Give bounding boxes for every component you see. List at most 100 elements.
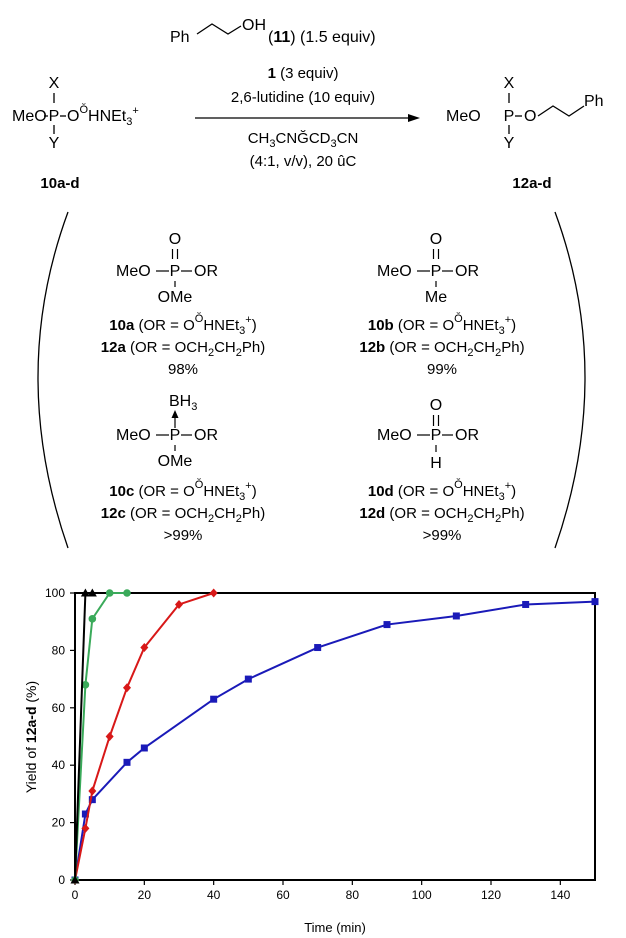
data-point xyxy=(105,589,114,597)
data-point xyxy=(123,589,131,597)
compound-a: O MeO P OR OMe 10a (OR = OŎHNEt3+) 12a (… xyxy=(101,231,265,378)
right-parenthesis xyxy=(554,211,586,549)
y-tick-label: 40 xyxy=(52,758,66,772)
data-point xyxy=(209,588,218,598)
compound-b-top: O xyxy=(430,231,442,248)
compound-a-bottom: OMe xyxy=(158,289,193,306)
product-ph: Ph xyxy=(584,93,604,110)
data-point xyxy=(70,875,80,884)
alcohol-oh: OH xyxy=(242,17,266,34)
compound-c-yield: >99% xyxy=(164,527,203,544)
data-point xyxy=(88,615,97,623)
x-tick-label: 20 xyxy=(138,888,152,902)
compound-d-meo: MeO xyxy=(377,427,412,444)
y-tick-label: 80 xyxy=(52,643,66,657)
series-line xyxy=(74,600,596,881)
compound-d: O MeO P OR H 10d (OR = OŎHNEt3+) 12d (OR… xyxy=(359,397,524,544)
compound-b-meo: MeO xyxy=(377,263,412,280)
compound-c-top: BH3 xyxy=(169,393,197,413)
reactant-meo: MeO xyxy=(12,108,47,125)
alcohol-ph: Ph xyxy=(170,29,190,46)
compound-d-yield: >99% xyxy=(423,527,462,544)
x-tick-label: 140 xyxy=(550,888,570,902)
y-tick-label: 0 xyxy=(58,873,65,887)
data-point xyxy=(81,823,90,833)
data-point xyxy=(105,732,114,741)
series-circle xyxy=(71,589,131,884)
compound-c-p: P xyxy=(170,427,181,444)
reactant-p: P xyxy=(49,108,60,125)
product-label: 12a-d xyxy=(512,175,551,192)
compound-a-meo: MeO xyxy=(116,263,151,280)
solvent: CH3CNĞCD3CN xyxy=(248,130,359,150)
data-point xyxy=(210,695,218,703)
data-point xyxy=(81,810,89,818)
compound-c-or: OR xyxy=(194,427,218,444)
compound-d-p: P xyxy=(431,427,442,444)
series-line xyxy=(74,592,214,881)
reactant-label: 10a-d xyxy=(40,175,79,192)
reaction-conditions: 1 (3 equiv) 2,6-lutidine (10 equiv) CH3C… xyxy=(195,65,420,170)
base-lutidine: 2,6-lutidine (10 equiv) xyxy=(231,89,375,106)
product-p: P xyxy=(504,108,515,125)
data-point xyxy=(452,612,460,620)
y-axis-label: Yield of 12a-d (%) xyxy=(23,681,39,793)
data-point xyxy=(140,643,149,653)
chart-axes: 0 20 40 60 80 100 120 140 0 20 40 60 80 100 xyxy=(45,586,596,902)
x-tick-label: 80 xyxy=(346,888,360,902)
compound-a-line1: 10a (OR = OŎHNEt3+) xyxy=(109,312,256,337)
reagent-1: 1 (3 equiv) xyxy=(268,65,339,82)
compound-c-meo: MeO xyxy=(116,427,151,444)
plot-frame xyxy=(74,592,596,881)
compound-d-line2: 12d (OR = OCH2CH2Ph) xyxy=(359,505,524,525)
yield-time-chart: 0 20 40 60 80 100 120 140 0 20 40 60 80 100 Time (min… xyxy=(23,586,599,935)
x-tick-label: 120 xyxy=(481,888,501,902)
compound-b-or: OR xyxy=(455,263,479,280)
compound-d-bottom: H xyxy=(430,455,442,472)
data-point xyxy=(81,681,90,689)
data-point xyxy=(314,644,322,652)
compound-b-line2: 12b (OR = OCH2CH2Ph) xyxy=(359,339,524,359)
compound-c: BH3 MeO P OR OMe 10c (OR = OŎHNEt3+) 12c… xyxy=(101,393,265,544)
alcohol-reagent: Ph OH (11) (1.5 equiv) xyxy=(170,17,376,46)
data-point xyxy=(140,744,148,752)
product-structure: X MeO P O Ph Y 12a-d xyxy=(446,75,604,192)
data-point xyxy=(88,786,97,796)
x-axis-label: Time (min) xyxy=(304,920,366,935)
compound-b-bottom: Me xyxy=(425,289,447,306)
compound-c-line1: 10c (OR = OŎHNEt3+) xyxy=(109,478,256,503)
x-tick-label: 40 xyxy=(207,888,221,902)
reactant-structure: X MeO P OŎHNEt3+ Y 10a-d xyxy=(12,75,139,192)
y-tick-label: 20 xyxy=(52,816,66,830)
left-parenthesis xyxy=(37,211,69,549)
product-meo: MeO xyxy=(446,108,481,125)
y-tick-label: 60 xyxy=(52,701,66,715)
x-tick-label: 100 xyxy=(412,888,432,902)
data-point xyxy=(175,599,183,609)
compound-a-or: OR xyxy=(194,263,218,280)
chart-series xyxy=(70,588,599,885)
compound-a-line2: 12a (OR = OCH2CH2Ph) xyxy=(101,339,265,359)
data-point xyxy=(123,758,131,766)
compound-c-bottom: OMe xyxy=(158,453,193,470)
product-y: Y xyxy=(504,135,515,152)
ratio-temp: (4:1, v/v), 20 ûC xyxy=(250,153,357,170)
data-point xyxy=(123,683,131,693)
reaction-scheme: Ph OH (11) (1.5 equiv) X MeO P OŎHNEt3+ … xyxy=(12,17,604,549)
alcohol-label: (11) (1.5 equiv) xyxy=(268,29,376,46)
compound-b-p: P xyxy=(431,263,442,280)
data-point xyxy=(522,600,530,608)
compound-a-top: O xyxy=(169,231,181,248)
data-point xyxy=(591,598,599,606)
x-tick-label: 0 xyxy=(72,888,79,902)
data-point xyxy=(88,796,96,804)
reactant-x: X xyxy=(49,75,60,92)
x-tick-label: 60 xyxy=(276,888,290,902)
data-point xyxy=(244,675,252,683)
compound-a-p: P xyxy=(170,263,181,280)
compound-d-or: OR xyxy=(455,427,479,444)
compound-c-line2: 12c (OR = OCH2CH2Ph) xyxy=(101,505,265,525)
compound-d-top: O xyxy=(430,397,442,414)
compound-b: O MeO P OR Me 10b (OR = OŎHNEt3+) 12b (O… xyxy=(359,231,524,378)
compound-b-line1: 10b (OR = OŎHNEt3+) xyxy=(368,312,516,337)
